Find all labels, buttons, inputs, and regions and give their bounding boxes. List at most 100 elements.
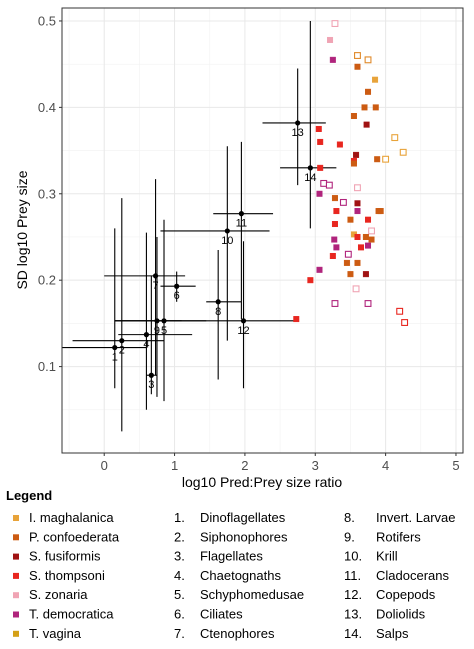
legend-key-swatch (13, 534, 19, 541)
legend-prey-groups: 1. Dinoflagellates 2. Siphonophores 3. Flagel… (174, 510, 456, 641)
legend-key-label: S. zonaria (29, 587, 88, 602)
salp-marker (344, 250, 352, 258)
prey-group-point (119, 338, 125, 344)
legend-group-number: 7. (174, 626, 185, 641)
salp-marker (316, 266, 323, 273)
prey-group-point (295, 120, 301, 126)
salp-marker (354, 200, 361, 207)
panel-border (61, 7, 464, 454)
legend-key-swatch (13, 553, 19, 560)
legend-group-name: Schyphomedusae (200, 587, 304, 602)
salp-marker (368, 227, 375, 235)
salp-marker (333, 208, 340, 215)
salp-marker (293, 316, 300, 323)
prey-group-point-label: 2 (119, 345, 125, 357)
salp-marker (317, 138, 324, 145)
legend-group-name: Salps (376, 626, 409, 641)
x-tick-label: 3 (312, 458, 319, 473)
salp-marker (317, 164, 324, 171)
prey-group-point-label: 6 (174, 290, 180, 302)
prey-group-point (238, 211, 244, 217)
prey-group-point (224, 228, 230, 234)
salp-marker (327, 36, 334, 43)
prey-group-point-label: 9 (154, 325, 160, 337)
x-axis-ticks: 0 1 2 3 4 5 (101, 453, 460, 473)
salp-marker (347, 216, 354, 223)
x-tick-label: 2 (241, 458, 248, 473)
salp-marker (350, 113, 357, 120)
salp-marker (365, 216, 372, 223)
legend-key-label: P. confoederata (29, 529, 120, 544)
legend-key-swatch (13, 515, 19, 521)
salp-marker (363, 121, 370, 128)
legend-group-number: 5. (174, 587, 185, 602)
salp-marker (329, 252, 336, 259)
salp-marker (399, 148, 407, 156)
salp-marker (396, 307, 404, 315)
legend-key-label: S. fusiformis (29, 549, 101, 564)
legend-title: Legend (6, 488, 52, 503)
salp-marker (364, 56, 372, 64)
legend-key-swatch (13, 611, 19, 618)
legend-group-number: 13. (344, 607, 362, 622)
salp-marker (374, 156, 381, 163)
legend-key-swatch (13, 592, 19, 599)
y-axis-title: SD log10 Prey size (14, 170, 30, 289)
grid-major (62, 8, 463, 453)
prey-group-point-label: 12 (237, 325, 249, 337)
salp-marker (331, 195, 338, 202)
error-bars (62, 20, 337, 432)
legend-group-number: 1. (174, 510, 185, 525)
y-tick-label: 0.1 (38, 359, 56, 374)
salp-marker (362, 271, 369, 278)
salp-marker (354, 259, 361, 266)
legend-group-number: 12. (344, 587, 362, 602)
salp-marker (361, 104, 368, 111)
salp-marker (336, 141, 343, 148)
prey-group-point-label: 10 (221, 235, 233, 247)
prey-group-point-label: 13 (292, 127, 304, 139)
prey-group-point (148, 372, 154, 378)
prey-group-point (307, 165, 313, 171)
salp-marker (343, 259, 350, 266)
prey-group-point-label: 11 (236, 218, 247, 230)
salp-marker (377, 208, 384, 215)
x-tick-label: 5 (452, 458, 459, 473)
salp-marker (354, 233, 361, 240)
legend-group-name: Doliolids (376, 607, 426, 622)
salp-marker (364, 300, 372, 307)
legend-group-number: 3. (174, 549, 185, 564)
prey-group-point-label: 3 (148, 379, 154, 391)
legend-group-name: Invert. Larvae (376, 510, 456, 525)
prey-group-point-label: 5 (161, 325, 167, 337)
prey-group-point (143, 332, 150, 338)
prey-group-point (174, 283, 180, 289)
legend-group-number: 11. (344, 568, 361, 583)
salp-marker (357, 244, 364, 251)
salp-marker (353, 151, 360, 158)
salp-marker (315, 125, 322, 132)
legend-group-number: 8. (344, 510, 355, 525)
legend-group-name: Chaetognaths (200, 568, 281, 583)
salp-marker (368, 236, 375, 243)
legend-group-name: Cladocerans (376, 568, 449, 583)
salp-marker (350, 160, 357, 167)
x-tick-label: 0 (101, 458, 108, 473)
salp-marker (365, 242, 372, 249)
salp-marker (331, 221, 338, 228)
salp-marker (354, 52, 361, 59)
legend-group-number: 14. (344, 626, 362, 641)
prey-group-point-label: 1 (112, 352, 118, 364)
salp-marker (354, 208, 361, 215)
y-tick-label: 0.5 (38, 13, 56, 28)
legend-group-name: Copepods (376, 587, 436, 602)
y-tick-label: 0.4 (38, 100, 56, 115)
salp-marker (352, 285, 360, 293)
x-tick-label: 1 (171, 458, 178, 473)
salp-marker (362, 233, 369, 240)
y-axis-ticks: 0.1 0.2 0.3 0.4 0.5 (38, 13, 62, 374)
salp-marker (354, 184, 361, 192)
